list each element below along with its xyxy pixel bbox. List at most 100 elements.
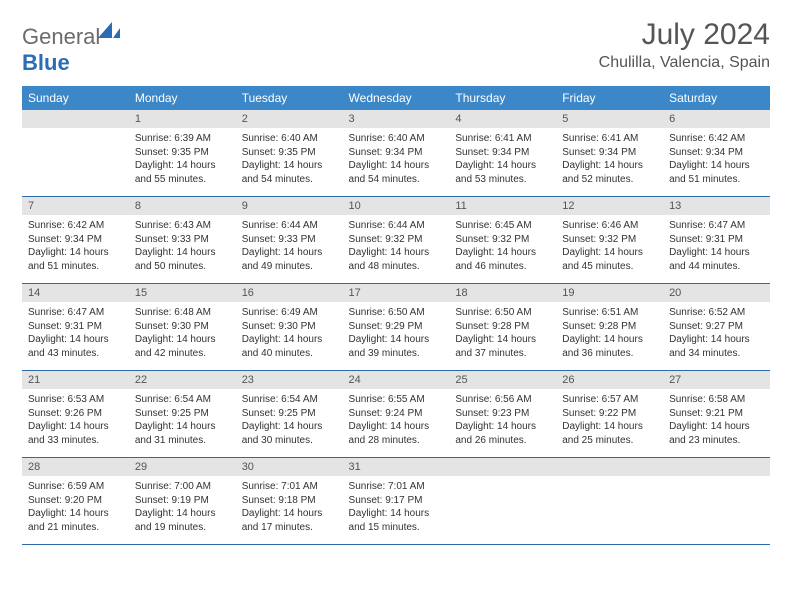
calendar-day-cell: 18Sunrise: 6:50 AMSunset: 9:28 PMDayligh… xyxy=(449,284,556,371)
day-info-line: Sunrise: 6:54 AM xyxy=(135,393,230,407)
day-info-line: Sunrise: 6:45 AM xyxy=(455,219,550,233)
day-info-line: and 31 minutes. xyxy=(135,434,230,448)
calendar-empty-cell xyxy=(449,458,556,545)
calendar-week-row: 1Sunrise: 6:39 AMSunset: 9:35 PMDaylight… xyxy=(22,110,770,197)
day-info-line: Daylight: 14 hours xyxy=(135,507,230,521)
calendar-day-cell: 21Sunrise: 6:53 AMSunset: 9:26 PMDayligh… xyxy=(22,371,129,458)
day-info-line: Sunrise: 6:54 AM xyxy=(242,393,337,407)
calendar-day-cell: 28Sunrise: 6:59 AMSunset: 9:20 PMDayligh… xyxy=(22,458,129,545)
day-info-line: Sunrise: 6:40 AM xyxy=(242,132,337,146)
day-content xyxy=(449,476,556,532)
day-info-line: Sunset: 9:25 PM xyxy=(242,407,337,421)
calendar-empty-cell xyxy=(556,458,663,545)
day-info-line: Daylight: 14 hours xyxy=(135,246,230,260)
calendar-day-cell: 7Sunrise: 6:42 AMSunset: 9:34 PMDaylight… xyxy=(22,197,129,284)
weekday-header: Wednesday xyxy=(343,86,450,110)
day-number: 22 xyxy=(129,371,236,389)
weekday-header: Thursday xyxy=(449,86,556,110)
day-info-line: Sunset: 9:30 PM xyxy=(242,320,337,334)
calendar-day-cell: 11Sunrise: 6:45 AMSunset: 9:32 PMDayligh… xyxy=(449,197,556,284)
calendar-day-cell: 30Sunrise: 7:01 AMSunset: 9:18 PMDayligh… xyxy=(236,458,343,545)
day-info-line: and 55 minutes. xyxy=(135,173,230,187)
day-content: Sunrise: 6:40 AMSunset: 9:35 PMDaylight:… xyxy=(236,128,343,196)
day-number: 18 xyxy=(449,284,556,302)
day-info-line: and 39 minutes. xyxy=(349,347,444,361)
calendar-day-cell: 29Sunrise: 7:00 AMSunset: 9:19 PMDayligh… xyxy=(129,458,236,545)
day-number: 8 xyxy=(129,197,236,215)
day-number: 23 xyxy=(236,371,343,389)
day-number: 13 xyxy=(663,197,770,215)
day-info-line: Sunrise: 6:50 AM xyxy=(349,306,444,320)
day-info-line: Sunset: 9:31 PM xyxy=(28,320,123,334)
calendar-day-cell: 4Sunrise: 6:41 AMSunset: 9:34 PMDaylight… xyxy=(449,110,556,197)
day-info-line: Sunrise: 6:42 AM xyxy=(669,132,764,146)
calendar-day-cell: 26Sunrise: 6:57 AMSunset: 9:22 PMDayligh… xyxy=(556,371,663,458)
day-content: Sunrise: 6:43 AMSunset: 9:33 PMDaylight:… xyxy=(129,215,236,283)
day-info-line: Sunset: 9:27 PM xyxy=(669,320,764,334)
calendar-week-row: 28Sunrise: 6:59 AMSunset: 9:20 PMDayligh… xyxy=(22,458,770,545)
day-info-line: and 37 minutes. xyxy=(455,347,550,361)
day-info-line: and 51 minutes. xyxy=(28,260,123,274)
day-info-line: Sunset: 9:34 PM xyxy=(669,146,764,160)
day-info-line: Sunrise: 6:58 AM xyxy=(669,393,764,407)
day-info-line: and 42 minutes. xyxy=(135,347,230,361)
calendar-day-cell: 23 Sunrise: 6:54 AMSunset: 9:25 PMDayligh… xyxy=(236,371,343,458)
calendar-day-cell: 10Sunrise: 6:44 AMSunset: 9:32 PMDayligh… xyxy=(343,197,450,284)
calendar-day-cell: 9Sunrise: 6:44 AMSunset: 9:33 PMDaylight… xyxy=(236,197,343,284)
day-content xyxy=(556,476,663,532)
day-info-line: and 15 minutes. xyxy=(349,521,444,535)
day-info-line: Sunrise: 6:42 AM xyxy=(28,219,123,233)
day-content: Sunrise: 6:52 AMSunset: 9:27 PMDaylight:… xyxy=(663,302,770,370)
calendar-table: SundayMondayTuesdayWednesdayThursdayFrid… xyxy=(22,86,770,545)
calendar-day-cell: 20Sunrise: 6:52 AMSunset: 9:27 PMDayligh… xyxy=(663,284,770,371)
calendar-day-cell: 14Sunrise: 6:47 AMSunset: 9:31 PMDayligh… xyxy=(22,284,129,371)
day-info-line: Daylight: 14 hours xyxy=(28,507,123,521)
day-content: Sunrise: 6:40 AMSunset: 9:34 PMDaylight:… xyxy=(343,128,450,196)
day-info-line: Daylight: 14 hours xyxy=(242,159,337,173)
day-number: 25 xyxy=(449,371,556,389)
day-info-line: Daylight: 14 hours xyxy=(242,420,337,434)
day-info-line: Sunrise: 7:01 AM xyxy=(349,480,444,494)
day-info-line: Daylight: 14 hours xyxy=(562,159,657,173)
day-info-line: and 53 minutes. xyxy=(455,173,550,187)
day-info-line: Daylight: 14 hours xyxy=(349,159,444,173)
day-content xyxy=(663,476,770,532)
day-number: 2 xyxy=(236,110,343,128)
day-info-line: and 44 minutes. xyxy=(669,260,764,274)
day-info-line: Sunset: 9:30 PM xyxy=(135,320,230,334)
day-number: 3 xyxy=(343,110,450,128)
weekday-header: Saturday xyxy=(663,86,770,110)
day-info-line: Daylight: 14 hours xyxy=(455,420,550,434)
day-info-line: Daylight: 14 hours xyxy=(28,420,123,434)
day-info-line: Daylight: 14 hours xyxy=(562,333,657,347)
day-info-line: Sunrise: 6:56 AM xyxy=(455,393,550,407)
day-info-line: Daylight: 14 hours xyxy=(242,507,337,521)
day-content: Sunrise: 6:42 AMSunset: 9:34 PMDaylight:… xyxy=(22,215,129,283)
day-info-line: and 54 minutes. xyxy=(349,173,444,187)
day-number: 4 xyxy=(449,110,556,128)
day-info-line: Sunset: 9:31 PM xyxy=(669,233,764,247)
day-info-line: Sunrise: 6:50 AM xyxy=(455,306,550,320)
day-info-line: Sunset: 9:32 PM xyxy=(455,233,550,247)
day-number: 30 xyxy=(236,458,343,476)
day-info-line: and 50 minutes. xyxy=(135,260,230,274)
day-number: 15 xyxy=(129,284,236,302)
day-info-line: Daylight: 14 hours xyxy=(669,420,764,434)
day-info-line: Daylight: 14 hours xyxy=(669,246,764,260)
day-info-line: Sunset: 9:28 PM xyxy=(562,320,657,334)
brand-name: GeneralBlue xyxy=(22,24,120,76)
day-content: Sunrise: 6:54 AMSunset: 9:25 PMDaylight:… xyxy=(129,389,236,457)
brand-sail-icon xyxy=(98,18,120,34)
calendar-body: 1Sunrise: 6:39 AMSunset: 9:35 PMDaylight… xyxy=(22,110,770,545)
day-info-line: Daylight: 14 hours xyxy=(562,246,657,260)
calendar-day-cell: 25Sunrise: 6:56 AMSunset: 9:23 PMDayligh… xyxy=(449,371,556,458)
day-info-line: and 54 minutes. xyxy=(242,173,337,187)
day-info-line: and 48 minutes. xyxy=(349,260,444,274)
day-info-line: and 17 minutes. xyxy=(242,521,337,535)
day-number: 20 xyxy=(663,284,770,302)
day-info-line: and 21 minutes. xyxy=(28,521,123,535)
day-number: 6 xyxy=(663,110,770,128)
day-info-line: Daylight: 14 hours xyxy=(669,333,764,347)
day-content: Sunrise: 6:46 AMSunset: 9:32 PMDaylight:… xyxy=(556,215,663,283)
day-info-line: and 25 minutes. xyxy=(562,434,657,448)
